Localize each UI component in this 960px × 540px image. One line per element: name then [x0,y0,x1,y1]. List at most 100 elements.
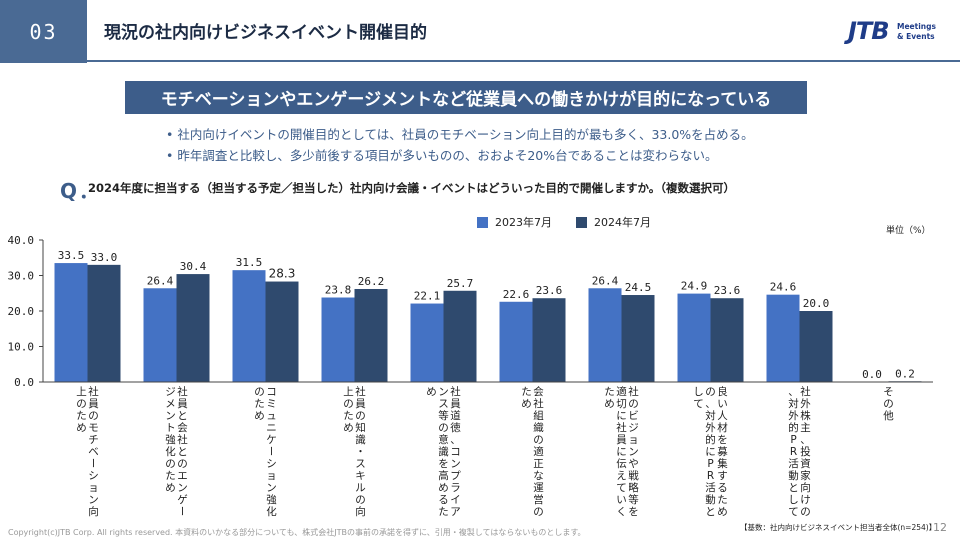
x-category-char: 員 [355,398,366,410]
bar [621,295,655,382]
question-mark: Q． [60,179,102,203]
x-category-char: 社 [177,385,188,398]
x-category-char: ン [177,482,188,494]
x-category-char: し [693,386,704,398]
logo-mark: JTB [848,17,890,45]
data-label: 33.5 [58,249,85,262]
data-label: 33.0 [91,251,118,264]
x-category-char: キ [355,470,366,482]
x-category-char: ス [438,398,449,410]
x-category-char: ア [450,506,461,518]
y-tick-label: 40.0 [8,234,35,247]
x-category-char: の [883,398,894,410]
x-category-char: ニ [266,422,277,434]
x-category-char: ン [266,482,277,494]
y-tick-label: 0.0 [14,376,34,389]
logo-text: Meetings & Events [897,22,936,42]
bar [232,270,266,382]
x-category-char: 社 [450,385,461,398]
x-category-char: 適 [533,445,544,458]
x-category-char: 良 [717,385,728,398]
x-category-char: し [788,494,799,506]
x-category-char: 員 [177,398,188,410]
x-category-char: の [438,422,449,434]
x-category-char: 会 [533,385,544,398]
x-category-char: い [616,494,627,506]
data-label: 26.2 [358,275,385,288]
x-category-char: コ [450,446,461,458]
data-label: 23.8 [325,284,352,297]
logo-text-line-1: Meetings [897,22,936,31]
x-category-char: 意 [438,433,449,446]
x-category-char: 対 [705,409,716,422]
bar [499,301,533,382]
y-tick-label: 10.0 [8,341,35,354]
header-divider [87,60,960,62]
x-category-char: 、 [800,434,811,446]
x-category-char: て [788,506,799,518]
x-category-char: チ [88,434,99,446]
x-category-char: 活 [788,458,799,470]
x-category-char: の [355,494,366,506]
data-label: 0.0 [862,368,882,381]
x-category-char: 高 [438,469,449,482]
x-category-char: を [717,434,728,446]
question-text: 2024年度に担当する（担当する予定／担当した）社内向け会議・イベントはどういっ… [88,181,736,195]
x-category-char: ジ [628,422,639,434]
x-category-char: る [717,482,728,494]
jtb-logo: JTB Meetings & Events [848,17,948,49]
x-category-char: た [76,410,87,422]
x-category-char: 募 [717,445,728,458]
x-category-char: の [800,506,811,518]
bar [532,298,566,382]
bullet-2: • 昨年調査と比較し、多少前後する項目が多いものの、おおよそ20%台であることは… [166,148,718,163]
x-category-char: 上 [343,386,354,398]
x-category-char: 強 [165,433,176,446]
x-category-char: め [343,422,354,434]
x-category-char: た [254,398,265,410]
x-category-char: め [717,506,728,518]
x-category-char: 員 [88,398,99,410]
x-category-char: 社 [177,433,188,446]
x-category-char: 対 [788,397,799,410]
x-category-char: ジ [165,386,176,398]
x-category-char: 活 [705,482,716,494]
x-category-char: た [165,470,176,482]
x-category-char: 資 [800,458,811,470]
x-category-char: ゲ [177,494,188,506]
x-category-char: な [533,470,544,482]
x-category-char: 社 [88,385,99,398]
x-category-char: た [604,386,615,398]
bar [176,274,210,382]
x-category-char: の [165,458,176,470]
data-label: 30.4 [180,260,207,273]
x-category-char: 向 [800,481,811,494]
x-category-char: そ [883,386,894,398]
x-category-char: ミ [266,398,277,410]
x-category-char: ベ [88,446,99,458]
data-label: 22.1 [414,290,441,303]
x-category-char: め [76,422,87,434]
bar [410,303,444,382]
x-category-char: ン [450,458,461,470]
x-category-char: R [707,470,714,482]
x-category-char: P [707,458,713,470]
x-category-char: 主 [800,422,811,434]
x-category-label: その他 [883,386,894,422]
legend-label-2024: 2024年7月 [594,216,651,229]
x-category-char: メ [165,398,176,410]
bar [766,294,800,382]
x-category-char: 、 [788,386,799,398]
x-category-char: 上 [76,386,87,398]
page-title: 現況の社内向けビジネスイベント開催目的 [104,23,427,43]
x-category-char: 家 [800,469,811,482]
x-category-char: の [88,410,99,422]
data-label: 23.6 [714,284,741,297]
y-tick-label: 30.0 [8,270,35,283]
